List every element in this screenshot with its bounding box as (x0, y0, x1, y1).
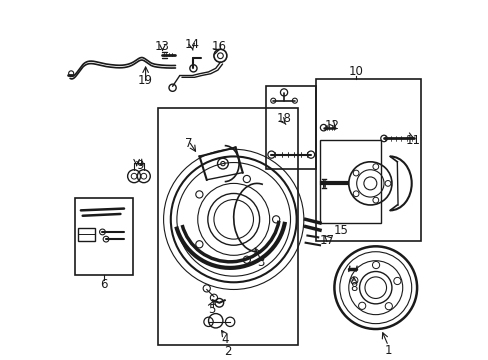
Text: 9: 9 (136, 159, 143, 172)
Text: 17: 17 (319, 234, 334, 247)
Text: 13: 13 (154, 40, 169, 53)
Text: 11: 11 (405, 134, 420, 147)
Text: 2: 2 (224, 345, 232, 358)
Text: 6: 6 (100, 278, 107, 291)
Text: 5: 5 (208, 303, 215, 316)
Text: 8: 8 (350, 281, 357, 294)
Text: 14: 14 (184, 39, 200, 51)
Text: 1: 1 (384, 344, 391, 357)
Text: 3: 3 (257, 256, 264, 269)
Text: 19: 19 (138, 75, 153, 87)
Text: 18: 18 (276, 112, 291, 125)
Bar (316, 79, 420, 241)
Text: 15: 15 (333, 224, 348, 237)
Text: 10: 10 (348, 66, 363, 78)
Bar (319, 140, 380, 223)
Text: 4: 4 (221, 333, 228, 346)
Bar (75, 198, 133, 275)
Bar (265, 86, 316, 169)
Text: 16: 16 (211, 40, 226, 53)
Text: 7: 7 (184, 137, 192, 150)
Bar (78, 228, 95, 241)
Text: 12: 12 (325, 120, 340, 132)
Bar (158, 108, 298, 345)
